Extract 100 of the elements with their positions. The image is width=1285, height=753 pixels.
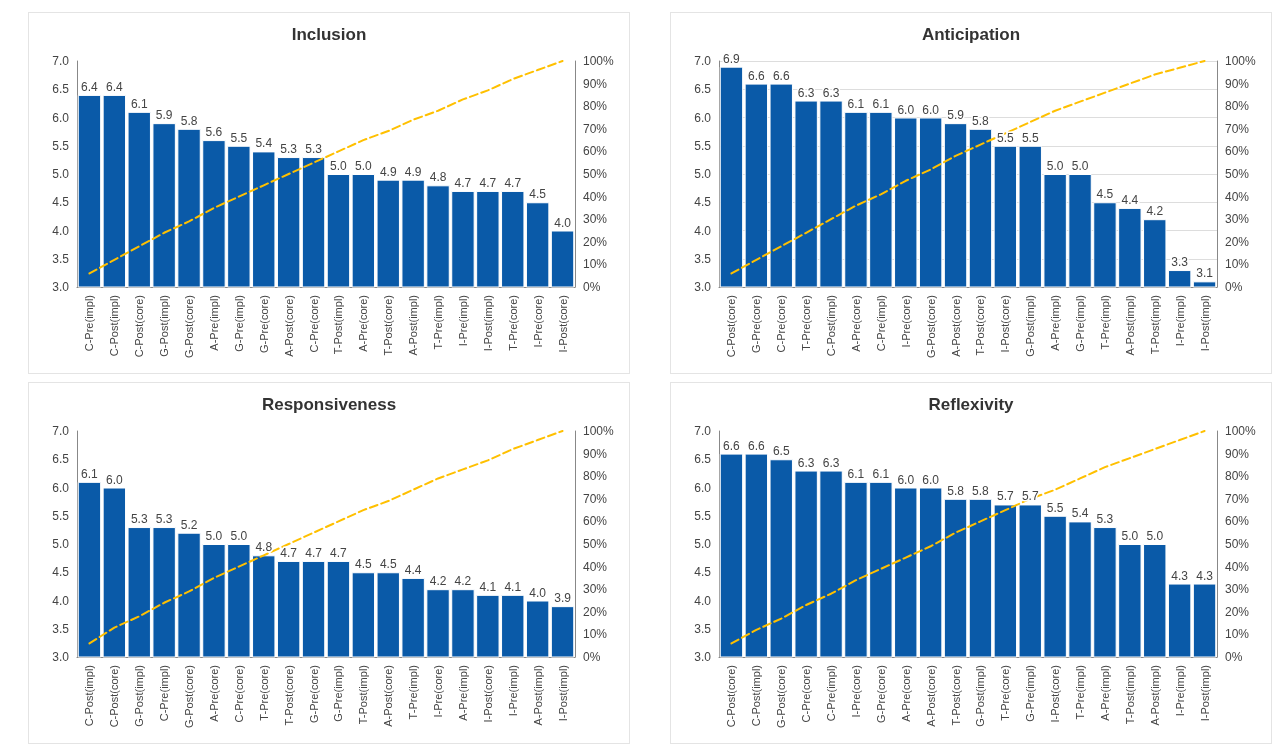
y2-tick-label: 60% [1225, 514, 1250, 529]
x-tick-label: I-Post(core) [999, 295, 1012, 353]
x-tick-label: G-Pre(core) [750, 295, 763, 354]
y2-tick-label: 80% [1225, 469, 1250, 484]
y-tick-label: 5.0 [694, 167, 712, 181]
y-tick-label: 5.5 [52, 508, 70, 523]
data-label: 6.3 [797, 85, 815, 100]
x-tick-label: C-Post(core) [108, 665, 121, 728]
x-tick-label: A-Pre(impl) [1098, 665, 1111, 721]
x-tick-label: T-Post(core) [974, 295, 987, 356]
data-label: 5.0 [1146, 529, 1164, 543]
y2-tick-label: 30% [583, 582, 608, 597]
y-tick-label: 6.0 [52, 480, 70, 495]
y2-tick-label: 80% [583, 99, 608, 114]
x-tick-label: G-Post(core) [183, 295, 196, 358]
x-tick-label: A-Post(impl) [1148, 665, 1161, 726]
x-tick-label: G-Pre(impl) [1024, 665, 1037, 722]
x-tick-label: C-Pre(core) [232, 665, 245, 723]
data-label: 4.7 [479, 175, 497, 190]
x-tick-label: C-Post(impl) [825, 295, 838, 357]
data-label: 4.5 [1096, 187, 1114, 202]
y2-tick-label: 90% [583, 76, 608, 91]
x-tick-label: G-Post(impl) [1024, 295, 1037, 357]
x-tick-label: C-Post(core) [725, 295, 738, 358]
data-label: 6.0 [897, 102, 915, 117]
y-tick-label: 5.5 [694, 508, 712, 523]
data-label: 6.1 [872, 96, 890, 111]
y-tick-label: 4.5 [694, 565, 712, 580]
y-tick-label: 3.5 [52, 621, 70, 636]
data-label: 5.0 [1046, 159, 1064, 173]
y-tick-label: 4.5 [52, 565, 70, 580]
x-tick-label: A-Post(core) [282, 295, 295, 357]
x-tick-label: C-Pre(impl) [158, 665, 171, 722]
data-label: 5.5 [230, 130, 248, 145]
x-tick-label: I-Pre(core) [899, 295, 912, 348]
x-tick-label: C-Pre(impl) [825, 665, 838, 722]
data-label: 3.3 [1171, 255, 1189, 270]
x-tick-label: I-Post(impl) [1198, 295, 1211, 352]
data-label: 5.4 [1071, 506, 1089, 521]
y-tick-label: 6.0 [694, 480, 712, 495]
data-label: 5.7 [997, 489, 1015, 504]
y-tick-label: 3.5 [694, 621, 712, 636]
y2-tick-label: 70% [1225, 491, 1250, 506]
y-tick-label: 6.5 [694, 452, 712, 467]
y2-tick-label: 80% [583, 469, 608, 484]
data-label: 4.2 [454, 574, 472, 589]
y2-tick-label: 50% [583, 167, 608, 181]
y2-tick-label: 10% [583, 257, 608, 272]
data-label: 4.5 [529, 187, 547, 202]
x-tick-label: T-Pre(impl) [407, 665, 420, 720]
data-label: 6.1 [847, 96, 865, 111]
chart-title: Inclusion [291, 25, 367, 44]
x-tick-label: T-Pre(core) [800, 295, 813, 351]
data-label: 3.9 [554, 591, 572, 606]
y2-tick-label: 50% [583, 537, 608, 551]
x-tick-label: G-Pre(core) [307, 665, 320, 724]
data-label: 5.0 [230, 529, 248, 543]
x-tick-label: T-Post(impl) [357, 665, 370, 725]
data-label: 4.8 [429, 170, 447, 185]
data-label: 6.1 [81, 466, 99, 481]
y2-tick-label: 40% [583, 189, 608, 204]
data-label: 5.3 [130, 512, 148, 527]
data-label: 6.9 [723, 51, 741, 66]
y-tick-label: 4.0 [694, 223, 712, 238]
x-tick-label: G-Post(core) [924, 295, 937, 358]
x-tick-label: A-Pre(impl) [456, 665, 469, 721]
y-tick-label: 6.5 [52, 452, 70, 467]
data-label: 5.0 [355, 159, 373, 173]
x-tick-label: I-Pre(core) [849, 665, 862, 718]
x-tick-label: I-Post(core) [1049, 665, 1062, 723]
y-tick-label: 3.0 [694, 280, 712, 294]
y2-tick-label: 40% [1225, 189, 1250, 204]
data-label: 5.0 [1121, 529, 1139, 543]
y2-tick-label: 30% [583, 212, 608, 227]
y-tick-label: 6.0 [694, 110, 712, 125]
x-tick-label: C-Pre(impl) [874, 295, 887, 352]
data-label: 5.3 [305, 142, 323, 157]
x-tick-label: G-Pre(core) [874, 665, 887, 724]
y2-tick-label: 80% [1225, 99, 1250, 114]
x-tick-label: I-Post(core) [481, 665, 494, 723]
x-tick-label: T-Pre(core) [999, 665, 1012, 721]
data-label: 6.1 [130, 96, 148, 111]
y-tick-label: 3.5 [52, 251, 70, 266]
data-label: 4.7 [280, 545, 298, 560]
x-tick-label: A-Post(impl) [407, 295, 420, 356]
x-tick-label: C-Pre(core) [775, 295, 788, 353]
y-tick-label: 7.0 [52, 424, 70, 438]
data-label: 6.1 [847, 466, 865, 481]
x-tick-label: G-Post(impl) [133, 665, 146, 727]
x-tick-label: C-Post(impl) [83, 665, 96, 727]
y-tick-label: 3.5 [694, 251, 712, 266]
x-tick-label: G-Pre(impl) [232, 295, 245, 352]
x-tick-label: C-Post(core) [133, 295, 146, 358]
y2-tick-label: 50% [1225, 167, 1250, 181]
data-label: 4.7 [454, 175, 472, 190]
x-tick-label: A-Post(core) [949, 295, 962, 357]
data-label: 4.0 [529, 585, 547, 600]
data-label: 6.6 [748, 68, 766, 83]
x-tick-label: T-Pre(impl) [1074, 665, 1087, 720]
data-label: 5.0 [205, 529, 223, 543]
